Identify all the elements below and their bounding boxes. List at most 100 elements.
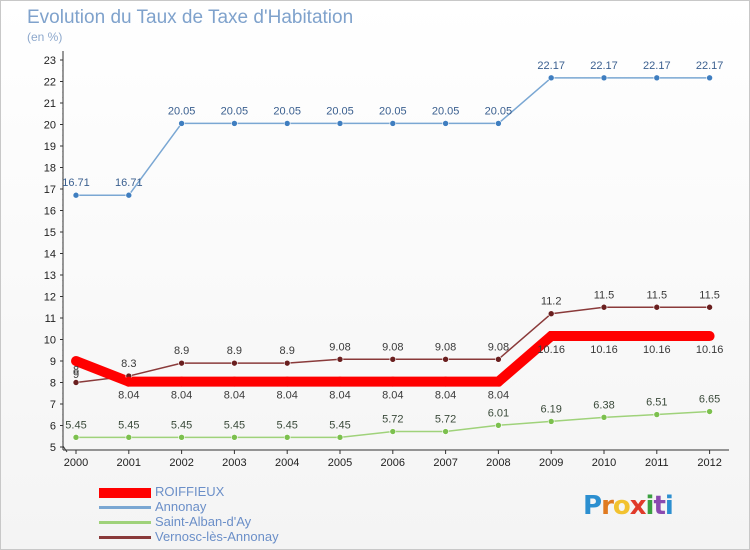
data-label: 5.72	[435, 414, 456, 426]
legend-swatch	[99, 521, 151, 524]
data-point	[123, 376, 134, 387]
y-tick-label: 7	[50, 399, 56, 411]
data-label: 20.05	[485, 105, 513, 117]
data-label: 20.05	[221, 105, 249, 117]
data-label: 9	[73, 369, 79, 381]
series-line-annonay	[76, 77, 710, 196]
data-label: 10.16	[643, 344, 671, 356]
data-point	[547, 74, 555, 82]
data-point	[495, 421, 502, 429]
data-point	[283, 359, 291, 367]
data-point	[653, 303, 661, 311]
data-label: 8.3	[121, 358, 136, 370]
data-point	[282, 376, 293, 387]
y-tick-label: 11	[45, 313, 56, 325]
data-label: 10.16	[537, 344, 565, 356]
data-point	[335, 376, 345, 387]
data-label: 8.04	[488, 390, 509, 402]
data-label: 5.45	[65, 419, 86, 431]
data-point	[493, 376, 504, 387]
y-tick-label: 9	[50, 356, 56, 368]
data-point	[178, 434, 185, 441]
data-label: 8.04	[329, 390, 350, 402]
data-label: 5.45	[171, 419, 192, 431]
x-tick-label: 2005	[328, 457, 352, 469]
x-tick-label: 2010	[592, 457, 616, 469]
legend-swatch	[99, 536, 151, 539]
data-point	[336, 120, 344, 127]
x-tick-label: 2011	[645, 457, 669, 469]
data-label: 10.16	[696, 344, 724, 356]
data-point	[442, 355, 449, 363]
data-label: 20.05	[326, 105, 354, 117]
data-label: 8	[73, 365, 79, 377]
data-point	[72, 434, 80, 441]
data-point	[547, 310, 555, 318]
data-point	[283, 434, 291, 441]
y-tick-label: 19	[44, 141, 56, 153]
y-tick-label: 5	[50, 442, 56, 454]
y-tick-label: 14	[44, 249, 56, 261]
data-label: 6.19	[540, 403, 561, 415]
logo-letter: r	[601, 491, 614, 521]
data-label: 11.5	[647, 289, 668, 301]
y-tick-label: 12	[44, 292, 56, 304]
data-label: 8.9	[280, 345, 295, 357]
data-point	[125, 191, 133, 199]
x-tick-label: 2009	[539, 457, 563, 469]
data-point	[546, 331, 557, 342]
data-point	[651, 331, 662, 342]
data-label: 22.17	[643, 60, 671, 72]
legend-label: Saint-Alban-d'Ay	[155, 514, 252, 529]
data-label: 22.17	[537, 60, 565, 72]
data-point	[389, 120, 397, 127]
y-tick-label: 21	[44, 98, 56, 110]
data-label: 8.04	[382, 390, 403, 402]
data-point	[706, 303, 713, 311]
x-tick-label: 2007	[433, 457, 457, 469]
logo-letter: o	[612, 491, 631, 521]
data-point	[706, 408, 713, 415]
data-label: 9.08	[382, 341, 403, 353]
data-label: 8.04	[435, 390, 456, 402]
y-tick-label: 8	[50, 378, 56, 390]
legend-label: Vernosc-lès-Annonay	[155, 529, 279, 544]
data-point	[704, 331, 715, 342]
data-point	[389, 428, 397, 435]
data-point	[336, 355, 344, 363]
axis-break-mark	[62, 445, 68, 453]
data-label: 5.45	[118, 419, 139, 431]
data-label: 5.72	[382, 414, 403, 426]
data-point	[231, 434, 238, 441]
data-label: 6.51	[646, 397, 667, 409]
y-tick-label: 22	[44, 77, 56, 89]
y-tick-label: 20	[44, 120, 56, 132]
data-point	[178, 359, 185, 367]
data-label: 20.05	[432, 105, 460, 117]
data-label: 20.05	[379, 105, 407, 117]
y-tick-label: 23	[44, 55, 56, 67]
data-label: 6.65	[699, 394, 720, 406]
x-tick-label: 2006	[381, 457, 405, 469]
legend-swatch	[99, 488, 151, 498]
data-label: 8.04	[118, 390, 139, 402]
data-label: 8.04	[276, 390, 297, 402]
x-tick-label: 2000	[64, 457, 88, 469]
data-point	[178, 120, 185, 127]
y-tick-label: 17	[44, 184, 56, 196]
y-tick-label: 16	[44, 206, 56, 218]
data-label: 20.05	[168, 105, 196, 117]
data-point	[231, 359, 238, 367]
logo-letter: P	[583, 491, 602, 521]
data-point	[600, 303, 608, 311]
data-label: 8.9	[174, 345, 189, 357]
data-label: 5.45	[329, 419, 350, 431]
legend-swatch	[99, 506, 151, 509]
data-point	[442, 428, 449, 435]
y-tick-label: 18	[44, 163, 56, 175]
data-label: 8.9	[227, 345, 242, 357]
data-label: 9.08	[488, 341, 509, 353]
data-label: 5.45	[224, 419, 245, 431]
